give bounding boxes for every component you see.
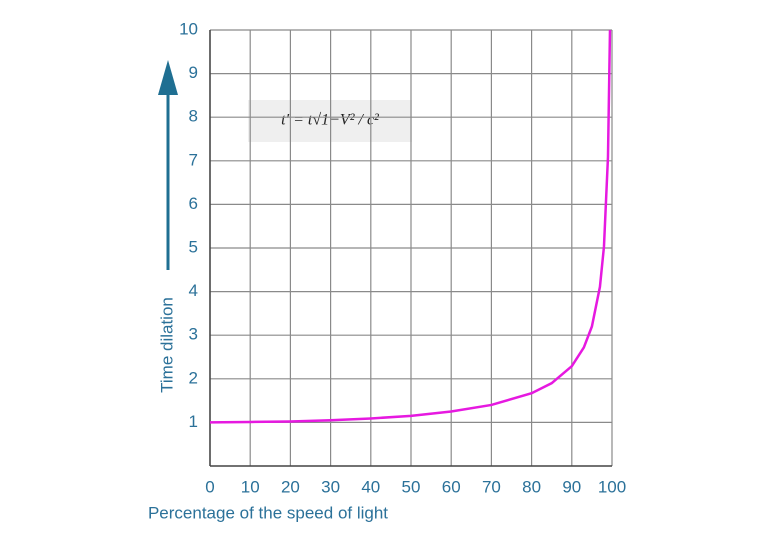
y-tick-label: 6: [189, 194, 198, 213]
y-tick-label: 5: [189, 237, 198, 256]
y-tick-label: 2: [189, 368, 198, 387]
y-tick-label: 3: [189, 325, 198, 344]
x-tick-label: 100: [598, 477, 626, 496]
x-tick-label: 90: [562, 477, 581, 496]
y-tick-label: 10: [179, 19, 198, 38]
y-tick-label: 9: [189, 63, 198, 82]
x-tick-label: 0: [205, 477, 214, 496]
x-axis-label: Percentage of the speed of light: [148, 503, 388, 522]
y-tick-label: 8: [189, 107, 198, 126]
x-tick-label: 80: [522, 477, 541, 496]
y-axis-label: Time dilation: [157, 297, 176, 393]
curve: [209, 29, 612, 424]
x-tick-label: 20: [281, 477, 300, 496]
y-tick-label: 7: [189, 150, 198, 169]
y-tick-label: 1: [189, 412, 198, 431]
x-tick-label: 40: [361, 477, 380, 496]
x-tick-label: 10: [241, 477, 260, 496]
arrow-head: [158, 60, 178, 95]
x-tick-label: 70: [482, 477, 501, 496]
x-tick-label: 50: [402, 477, 421, 496]
x-tick-label: 60: [442, 477, 461, 496]
y-tick-label: 4: [189, 281, 198, 300]
x-tick-label: 30: [321, 477, 340, 496]
